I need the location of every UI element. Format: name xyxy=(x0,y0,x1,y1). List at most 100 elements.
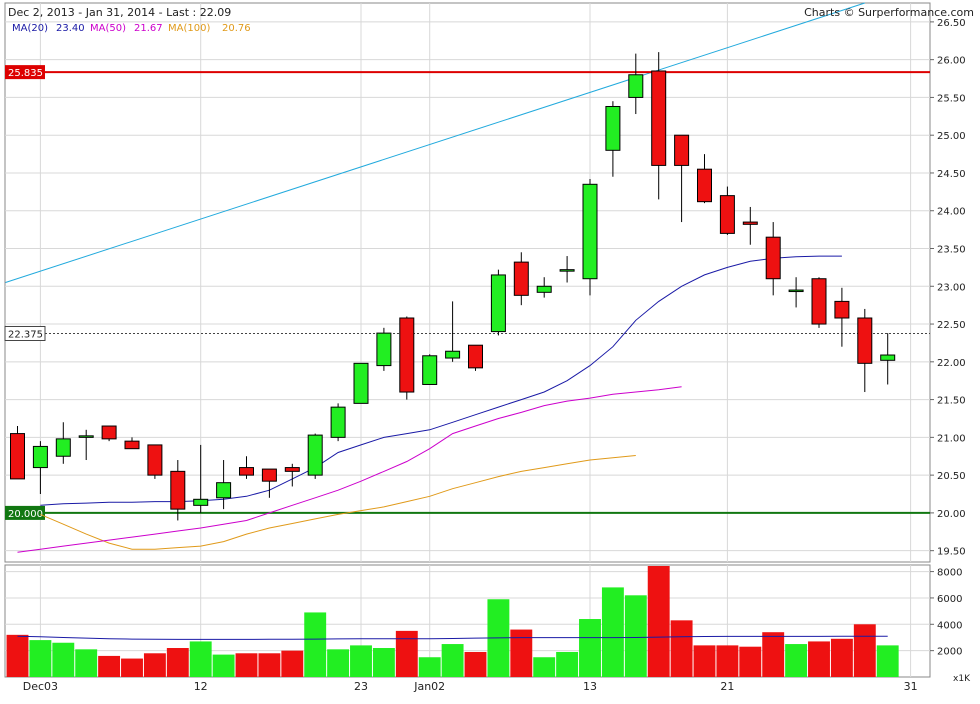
candle-down xyxy=(697,168,712,203)
ma50-line xyxy=(17,386,682,553)
candle-down xyxy=(10,433,25,480)
volume-bar xyxy=(579,619,601,677)
candle-up xyxy=(216,482,232,499)
price-tick-label: 24.00 xyxy=(937,207,966,218)
volume-bar xyxy=(556,651,579,677)
volume-bar xyxy=(464,651,487,677)
price-tick-label: 26.00 xyxy=(937,56,966,67)
chart-credit: Charts © Surperformance.com xyxy=(804,6,974,19)
candle-down xyxy=(651,70,667,166)
volume-bar xyxy=(624,595,647,677)
volume-unit-label: x1K xyxy=(953,674,971,684)
price-tick-label: 19.50 xyxy=(937,547,966,558)
candle-down xyxy=(834,300,850,319)
volume-bar xyxy=(304,612,327,677)
support-label: 20.000 xyxy=(8,509,43,520)
x-tick-label: 21 xyxy=(720,680,734,693)
candle-up xyxy=(307,434,323,476)
candle-up xyxy=(376,332,392,367)
trendline xyxy=(5,2,865,283)
last-price-label: 22.375 xyxy=(8,329,43,340)
volume-bar xyxy=(6,634,29,677)
volume-bar xyxy=(876,645,899,677)
volume-bar xyxy=(441,644,464,677)
volume-bar xyxy=(235,653,258,677)
volume-bar xyxy=(418,657,441,677)
candle-down xyxy=(124,440,140,450)
candle-down xyxy=(261,468,277,482)
volume-bar xyxy=(395,630,418,677)
volume-bar xyxy=(327,649,350,677)
last-price-label-box xyxy=(4,325,46,341)
price-panel-frame xyxy=(4,2,931,563)
candle-up xyxy=(559,269,575,272)
candles xyxy=(10,52,896,521)
support-label-box xyxy=(5,505,45,520)
volume-bar xyxy=(75,649,98,677)
candle-down xyxy=(811,278,827,325)
candle-up xyxy=(55,438,71,457)
grid xyxy=(5,3,930,677)
chart-title: Dec 2, 2013 - Jan 31, 2014 - Last : 22.0… xyxy=(8,6,231,19)
x-tick-label: Jan02 xyxy=(413,680,445,693)
candle-down xyxy=(513,261,529,296)
candle-up xyxy=(582,183,598,280)
candle-up xyxy=(880,354,896,361)
axes: 19.50 20.00 20.50 21.00 21.50 22.00 22.50 23.00… xyxy=(23,18,966,693)
price-tick-label: 23.50 xyxy=(937,245,966,256)
candle-down xyxy=(468,344,483,369)
volume-bar xyxy=(716,645,739,677)
price-tick-label: 22.00 xyxy=(937,358,966,369)
resistance-label: 25.835 xyxy=(8,68,43,79)
volume-bars xyxy=(6,566,899,677)
volume-bar xyxy=(281,650,304,677)
candle-up xyxy=(788,289,804,293)
candle-down xyxy=(399,317,415,393)
candle-up xyxy=(490,274,506,333)
ma100-line xyxy=(40,455,636,550)
volume-bar xyxy=(762,632,785,677)
price-tick-label: 22.50 xyxy=(937,320,966,331)
candle-down xyxy=(147,444,163,476)
candle-up xyxy=(422,355,438,385)
volume-bar xyxy=(189,641,212,677)
resistance-label-box xyxy=(5,65,45,80)
volume-bar xyxy=(601,587,624,677)
x-tick-label: 23 xyxy=(354,680,368,693)
candle-up xyxy=(193,498,209,506)
candle-up xyxy=(445,350,461,359)
candle-up xyxy=(32,445,48,469)
price-tick-label: 20.00 xyxy=(937,509,966,520)
volume-bar xyxy=(647,566,670,677)
candle-down xyxy=(239,467,254,476)
volume-bar xyxy=(52,642,75,677)
legend-ma20-value: 23.40 xyxy=(56,23,85,34)
price-tick-label: 24.50 xyxy=(937,169,966,180)
volume-bar xyxy=(121,658,143,677)
volume-bar xyxy=(739,646,762,677)
volume-bar xyxy=(785,644,808,677)
candle-down xyxy=(170,470,186,510)
price-tick-label: 26.50 xyxy=(937,18,966,29)
price-tick-label: 23.00 xyxy=(937,282,966,293)
volume-tick-label: 8000 xyxy=(937,568,962,579)
candle-up xyxy=(353,362,369,404)
x-tick-label: 31 xyxy=(904,680,918,693)
candle-up xyxy=(78,435,94,438)
legend-ma20-name: MA(20) xyxy=(12,23,48,34)
legend-ma50-name: MA(50) xyxy=(90,23,126,34)
volume-bar xyxy=(808,641,830,677)
candle-up xyxy=(628,74,644,98)
candle-up xyxy=(536,285,552,293)
volume-bar xyxy=(143,653,166,677)
candle-down xyxy=(765,236,781,280)
price-tick-label: 25.50 xyxy=(937,93,966,104)
volume-bar xyxy=(98,655,121,677)
price-tick-label: 21.50 xyxy=(937,396,966,407)
volume-ma-line xyxy=(17,635,888,640)
x-tick-label: 12 xyxy=(194,680,208,693)
volume-bar xyxy=(853,624,876,677)
